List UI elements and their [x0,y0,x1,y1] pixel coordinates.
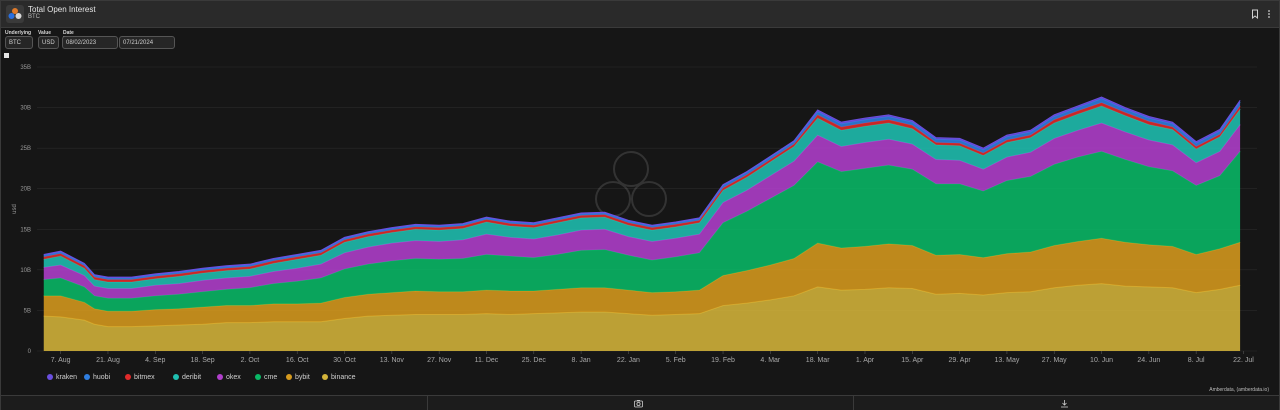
legend-label: okex [226,374,241,381]
x-tick-label: 18. Mar [806,357,830,364]
underlying-label: Underlying [5,30,32,36]
download-icon[interactable] [1060,399,1069,408]
value-label: Value [38,30,52,36]
chart-credit: Amberdata, (amberdata.io) [1209,387,1269,393]
legend-label: bybit [295,374,310,381]
legend-item-okex[interactable]: okex [217,374,241,381]
y-tick-label: 25B [20,146,31,152]
y-tick-label: 20B [20,187,31,193]
footer-divider [427,396,428,410]
x-tick-label: 21. Aug [96,357,120,364]
x-tick-label: 10. Jun [1090,357,1113,364]
open-interest-chart: 0 5B 10B 15B 20B 25B 30B 35B usd 7. Aug 21. Aug 4. … [12,65,1257,364]
date-end-input[interactable]: 07/21/2024 [119,36,175,49]
series-area-bybit [43,238,1241,327]
x-tick-label: 22. Jul [1233,357,1254,364]
legend-label: cme [264,374,278,381]
legend-swatch [255,374,261,381]
legend-item-cme[interactable]: cme [255,374,277,381]
x-tick-label: 2. Oct [241,357,260,364]
legend-swatch [322,374,328,381]
amberdata-logo-icon [6,5,24,23]
reset-zoom-button[interactable] [4,53,9,58]
legend-item-kraken[interactable]: kraken [47,374,77,381]
y-tick-label: 35B [20,65,31,71]
underlying-select[interactable]: BTC [5,36,33,49]
footer-divider [853,396,854,410]
legend-label: bitmex [134,374,155,381]
x-tick-label: 13. Nov [380,357,405,364]
legend-item-bitmex[interactable]: bitmex [125,374,155,381]
x-tick-label: 13. May [994,357,1019,364]
x-tick-label: 4. Sep [145,357,165,364]
x-tick-label: 19. Feb [711,357,735,364]
x-tick-label: 29. Apr [949,357,972,364]
legend-swatch [125,374,131,381]
x-tick-label: 24. Jun [1137,357,1160,364]
x-tick-label: 25. Dec [522,357,547,364]
x-tick-label: 16. Oct [286,357,309,364]
legend-swatch [47,374,53,381]
panel-footer [1,395,1279,410]
legend-label: binance [331,374,356,381]
series-line-kraken [43,96,1241,278]
date-start-input[interactable]: 08/02/2023 [62,36,118,49]
x-tick-label: 15. Apr [901,357,924,364]
legend-item-huobi[interactable]: huobi [84,374,110,381]
series-area-cme [43,151,1241,312]
x-tick-label: 18. Sep [191,357,215,364]
bookmark-icon[interactable] [1250,9,1260,19]
value-select[interactable]: USD [38,36,59,49]
legend-swatch [286,374,292,381]
y-tick-label: 15B [20,227,31,233]
chart-subtitle: BTC [28,14,40,20]
chart-title: Total Open Interest [28,5,96,14]
legend-item-deribit[interactable]: deribit [173,374,201,381]
x-tick-label: 30. Oct [333,357,356,364]
series-area-okex [43,122,1241,299]
x-tick-label: 22. Jan [617,357,640,364]
legend-item-binance[interactable]: binance [322,374,356,381]
legend-label: deribit [182,374,202,381]
x-tick-label: 8. Jul [1188,357,1205,364]
amberdata-watermark-icon [595,151,667,217]
x-tick-label: 1. Apr [856,357,875,364]
series-area-deribit [43,105,1241,289]
series-area-binance [43,283,1241,351]
panel-header: Total Open Interest BTC [1,1,1279,28]
x-tick-label: 11. Dec [475,357,499,364]
x-tick-label: 7. Aug [51,357,71,364]
x-tick-label: 5. Feb [666,357,686,364]
legend-swatch [84,374,90,381]
x-tick-label: 27. Nov [427,357,452,364]
y-axis-label: usd [12,204,18,214]
x-tick-label: 4. Mar [760,357,781,364]
legend-swatch [173,374,179,381]
legend-swatch [217,374,223,381]
y-tick-label: 30B [20,106,31,112]
more-vertical-icon[interactable] [1264,9,1274,19]
y-tick-label: 10B [20,268,31,274]
legend-label: huobi [93,374,111,381]
x-tick-label: 27. May [1042,357,1067,364]
x-tick-label: 8. Jan [572,357,591,364]
y-tick-label: 0 [28,349,32,355]
y-tick-label: 5B [24,308,31,314]
legend-label: kraken [56,374,78,381]
camera-icon[interactable] [634,399,643,408]
legend-item-bybit[interactable]: bybit [286,374,310,381]
